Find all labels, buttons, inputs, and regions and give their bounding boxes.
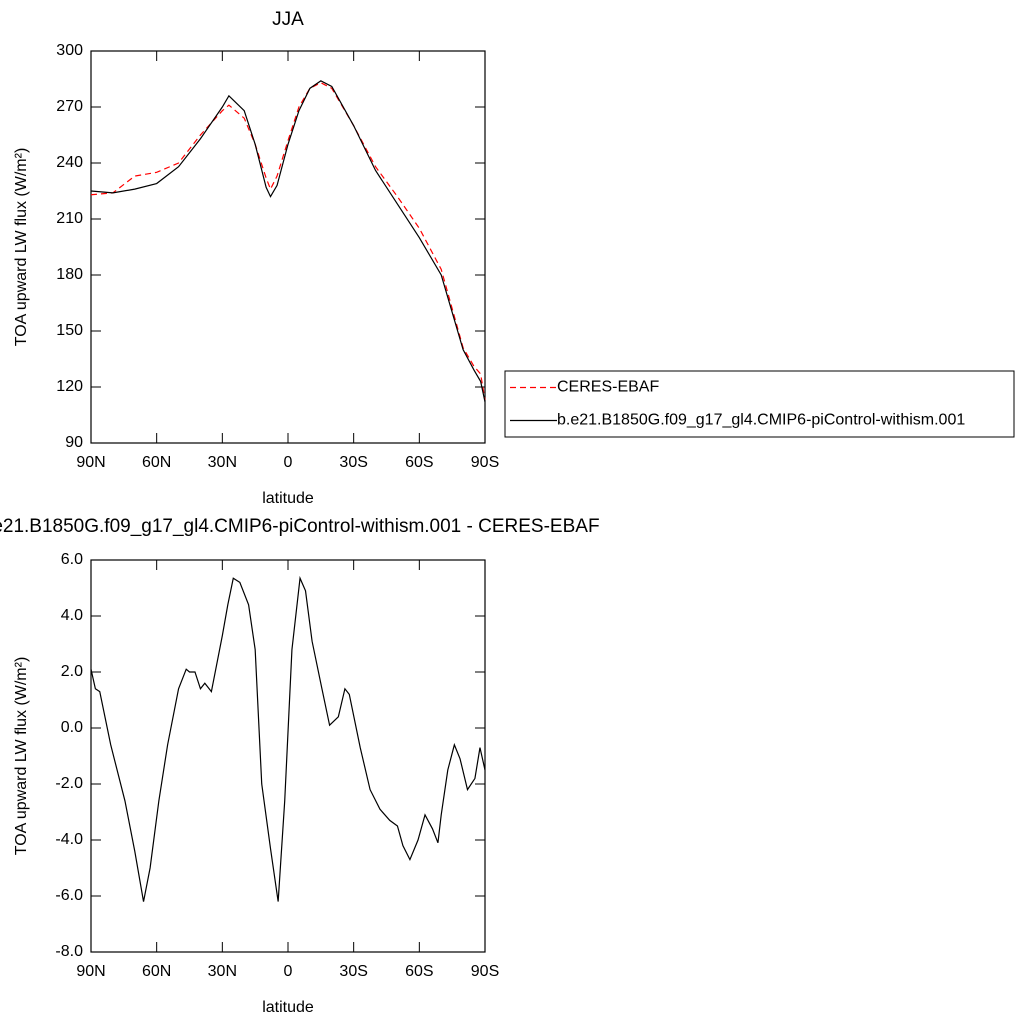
y-axis-label: TOA upward LW flux (W/m²) (13, 657, 30, 856)
y-tick-label: 180 (56, 266, 83, 283)
legend-label: b.e21.B1850G.f09_g17_gl4.CMIP6-piControl… (557, 412, 965, 429)
y-tick-label: 150 (56, 322, 83, 339)
y-axis-label: TOA upward LW flux (W/m²) (13, 148, 30, 347)
x-tick-label: 60S (405, 963, 433, 980)
legend-label: CERES-EBAF (557, 379, 659, 396)
data-line (90, 575, 486, 902)
x-tick-label: 60N (142, 454, 171, 471)
x-tick-label: 30N (208, 963, 237, 980)
y-tick-label: -2.0 (55, 775, 83, 792)
x-tick-label: 0 (284, 454, 293, 471)
x-tick-label: 90S (471, 454, 499, 471)
y-tick-label: 300 (56, 42, 83, 59)
y-tick-label: 120 (56, 378, 83, 395)
x-tick-label: 60S (405, 454, 433, 471)
x-tick-label: 60N (142, 963, 171, 980)
x-tick-label: 90S (471, 963, 499, 980)
x-tick-label: 30S (339, 454, 367, 471)
legend-box (504, 370, 1015, 438)
chart-title: JJA (272, 9, 304, 30)
x-tick-label: 90N (76, 454, 105, 471)
y-tick-label: 6.0 (61, 551, 83, 568)
x-tick-label: 90N (76, 963, 105, 980)
y-tick-label: -8.0 (55, 943, 83, 960)
x-tick-label: 0 (284, 963, 293, 980)
y-tick-label: 4.0 (61, 607, 83, 624)
x-axis-label: latitude (262, 490, 314, 507)
y-tick-label: 240 (56, 154, 83, 171)
y-tick-label: 0.0 (61, 719, 83, 736)
x-tick-label: 30S (339, 963, 367, 980)
y-tick-label: 2.0 (61, 663, 83, 680)
data-line (90, 80, 486, 403)
y-tick-label: 270 (56, 98, 83, 115)
y-tick-label: -4.0 (55, 831, 83, 848)
plot-frame (90, 559, 486, 953)
y-tick-label: -6.0 (55, 887, 83, 904)
y-tick-label: 210 (56, 210, 83, 227)
data-line (90, 82, 486, 401)
plot-frame (90, 50, 486, 444)
chart-title: b.e21.B1850G.f09_g17_gl4.CMIP6-piControl… (0, 516, 600, 537)
y-tick-label: 90 (65, 434, 83, 451)
x-axis-label: latitude (262, 999, 314, 1016)
x-tick-label: 30N (208, 454, 237, 471)
